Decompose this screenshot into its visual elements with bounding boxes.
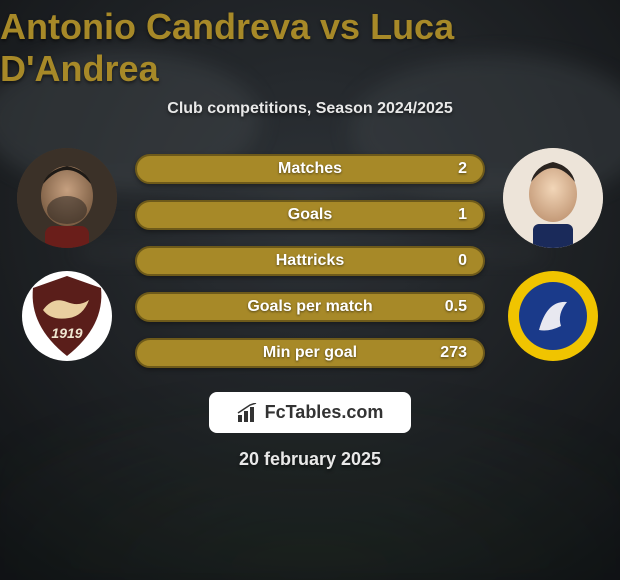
comparison-card: Antonio Candreva vs Luca D'Andrea Club c… — [0, 0, 620, 580]
stat-label: Matches — [137, 160, 483, 178]
club-left-badge: 1919 — [21, 270, 113, 362]
watermark-text: FcTables.com — [265, 402, 384, 423]
stat-row-goals: Goals 1 — [135, 200, 485, 230]
stat-right-value: 273 — [439, 344, 467, 362]
stat-row-matches: Matches 2 — [135, 154, 485, 184]
stat-label: Goals — [137, 206, 483, 224]
left-side: 1919 — [17, 148, 117, 362]
stats-list: Matches 2 Goals 1 Hattricks 0 Goals per … — [135, 148, 485, 368]
stat-row-hattricks: Hattricks 0 — [135, 246, 485, 276]
stat-right-value: 2 — [439, 160, 467, 178]
watermark: FcTables.com — [209, 392, 412, 433]
club-left-year: 1919 — [51, 325, 82, 341]
player-right-avatar — [503, 148, 603, 248]
stat-label: Goals per match — [137, 298, 483, 316]
stat-label: Hattricks — [137, 252, 483, 270]
page-title: Antonio Candreva vs Luca D'Andrea — [0, 6, 620, 90]
right-side — [503, 148, 603, 362]
club-right-badge — [507, 270, 599, 362]
stat-row-min-per-goal: Min per goal 273 — [135, 338, 485, 368]
chart-icon — [237, 403, 259, 423]
player-left-avatar — [17, 148, 117, 248]
stat-row-goals-per-match: Goals per match 0.5 — [135, 292, 485, 322]
stat-right-value: 0.5 — [439, 298, 467, 316]
stat-right-value: 0 — [439, 252, 467, 270]
subtitle: Club competitions, Season 2024/2025 — [167, 100, 452, 118]
stat-label: Min per goal — [137, 344, 483, 362]
main-row: 1919 Matches 2 Goals 1 Hattric — [0, 148, 620, 368]
date-text: 20 february 2025 — [239, 449, 381, 470]
stat-right-value: 1 — [439, 206, 467, 224]
